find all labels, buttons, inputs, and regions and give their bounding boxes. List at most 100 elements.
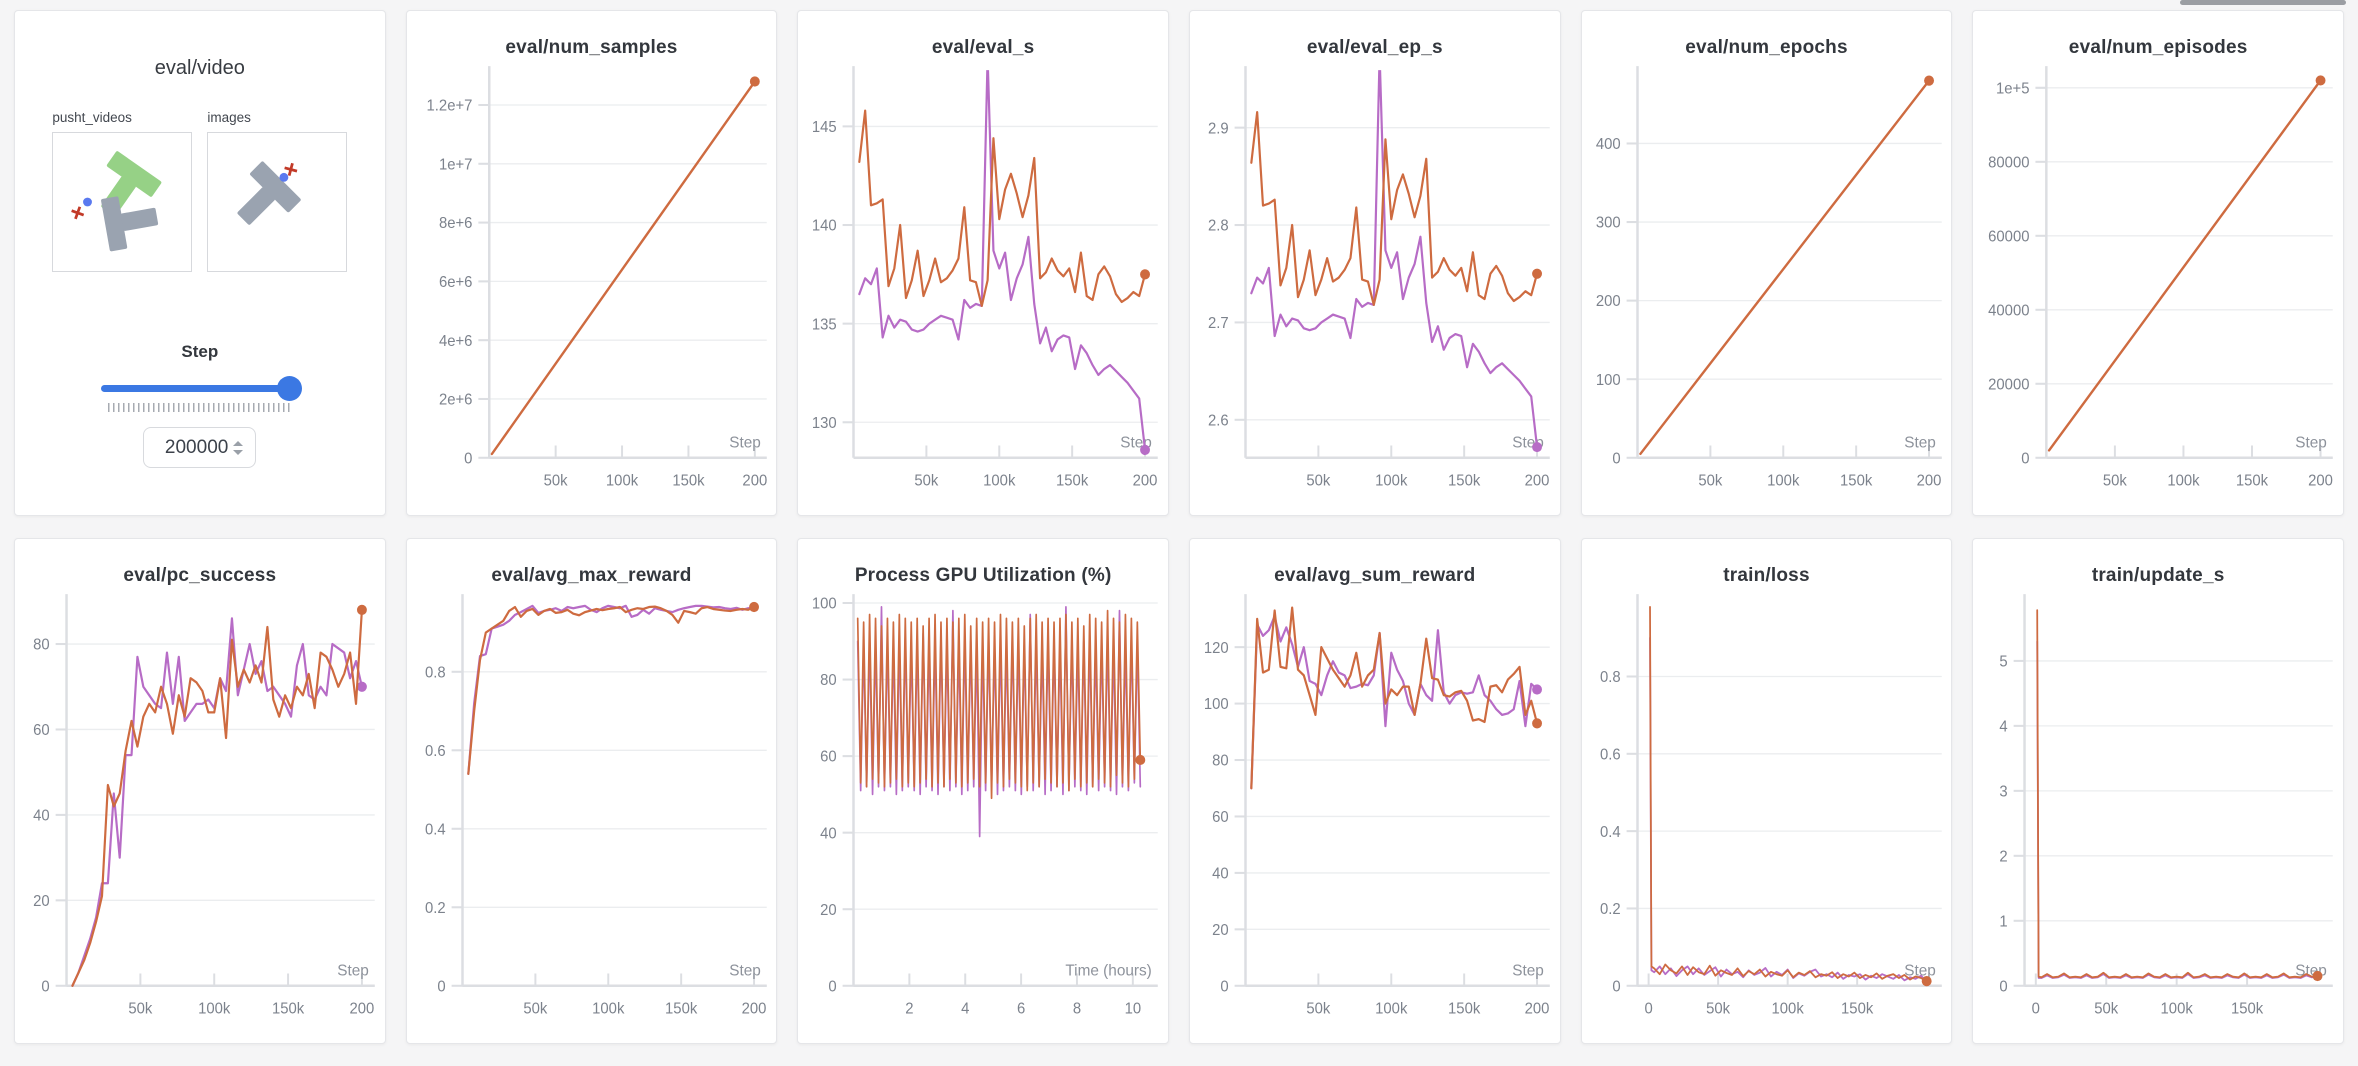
x-tick-label: 50k: [1306, 472, 1330, 489]
y-tick-label: 4: [2000, 718, 2008, 735]
purple-series-end-dot: [1532, 441, 1542, 453]
y-tick-label: 0: [2022, 450, 2030, 467]
x-tick-label: 150k: [1056, 472, 1089, 489]
chart-eval-pc-success[interactable]: 0 20 40 60 80 50k 100k 150k 200 Step: [15, 591, 385, 1041]
chart-title: Process GPU Utilization (%): [854, 565, 1112, 586]
pusht-video-thumbnail[interactable]: [52, 132, 193, 272]
y-tick-label: 1e+5: [1996, 80, 2029, 97]
x-tick-label: 100k: [1771, 1000, 1804, 1017]
x-tick-label: 100k: [592, 1000, 625, 1017]
images-image: [237, 161, 302, 225]
chart-eval-avg-max-reward[interactable]: 0 0.2 0.4 0.6 0.8 50k 100k 150k 200 Step: [407, 591, 777, 1041]
y-tick-label: 2: [2000, 848, 2008, 865]
y-tick-label: 20: [820, 902, 837, 919]
step-slider-ruler: [107, 403, 292, 412]
x-axis-label: Step: [729, 962, 761, 979]
panel-eval-avg-sum-reward: eval/avg_sum_reward 0 20 40 60 80 100 120 50k 10…: [1188, 538, 1561, 1044]
x-tick-label: 150k: [672, 472, 705, 489]
y-tick-label: 80: [1212, 752, 1229, 769]
chart-eval-avg-sum-reward[interactable]: 0 20 40 60 80 100 120 50k 100k 150k 200 Step: [1190, 591, 1560, 1041]
y-tick-label: 0: [464, 450, 472, 467]
y-tick-label: 80000: [1988, 154, 2029, 171]
spinner-down-icon[interactable]: [233, 449, 244, 455]
purple-series-line: [1250, 614, 1539, 790]
orange-series-line: [1250, 110, 1539, 307]
x-tick-label: 50k: [543, 472, 567, 489]
y-tick-label: 400: [1596, 136, 1621, 153]
x-tick-label: 2: [906, 1000, 914, 1017]
orange-series-end-dot: [2315, 75, 2326, 86]
spinner-up-icon[interactable]: [233, 440, 244, 446]
horizontal-scrollbar[interactable]: [2180, 0, 2346, 5]
y-tick-label: 2e+6: [439, 391, 472, 408]
x-tick-label: 200: [1525, 1000, 1550, 1017]
step-control: Step: [15, 342, 385, 468]
x-tick-label: 100k: [1767, 472, 1800, 489]
y-tick-label: 0.2: [1600, 901, 1621, 918]
x-tick-label: 150k: [1840, 472, 1873, 489]
orange-series-line: [1638, 79, 1930, 456]
step-slider-track[interactable]: [100, 385, 299, 392]
y-tick-label: 1.2e+7: [426, 97, 472, 114]
x-axis-label: Step: [337, 962, 369, 979]
x-tick-label: 100k: [606, 472, 639, 489]
x-tick-label: 50k: [523, 1000, 547, 1017]
x-tick-label: 50k: [1698, 472, 1722, 489]
x-tick-label: 100k: [1375, 472, 1408, 489]
y-tick-label: 60: [33, 722, 50, 739]
chart-title: eval/num_samples: [505, 37, 678, 58]
purple-series-end-dot: [1532, 684, 1542, 695]
y-tick-label: 4e+6: [439, 333, 472, 350]
y-tick-label: 0: [437, 978, 445, 995]
purple-series-line: [1250, 70, 1539, 449]
y-tick-label: 2.6: [1208, 412, 1229, 429]
images-thumbnail[interactable]: [207, 132, 348, 272]
y-tick-label: 2.9: [1208, 120, 1229, 137]
x-tick-label: 10: [1125, 1000, 1142, 1017]
y-tick-label: 0.4: [1600, 824, 1621, 841]
step-spinner: [233, 440, 244, 455]
step-slider-label: Step: [181, 342, 219, 361]
y-tick-label: 3: [2000, 783, 2008, 800]
media-item-label: images: [207, 110, 251, 125]
panel-eval-num-samples: eval/num_samples 0 2e+6 4e+6 6e+6 8e+6 1e+7 1.…: [405, 10, 778, 516]
purple-series-line: [466, 604, 755, 775]
chart-title: eval/pc_success: [123, 565, 277, 586]
x-tick-label: 50k: [2095, 1000, 2119, 1017]
x-tick-label: 50k: [2103, 472, 2127, 489]
step-slider-thumb[interactable]: [276, 376, 302, 401]
chart-train-loss[interactable]: 0 0.2 0.4 0.6 0.8 0 50k 100k 150k Step: [1582, 591, 1952, 1041]
y-tick-label: 80: [820, 672, 837, 689]
y-tick-label: 100: [812, 595, 837, 612]
x-tick-label: 100k: [198, 1000, 231, 1017]
x-tick-label: 200: [741, 1000, 766, 1017]
y-tick-label: 40: [33, 807, 50, 824]
media-item-label: pusht_videos: [52, 110, 132, 125]
chart-eval-num-epochs[interactable]: 0 100 200 300 400 50k 100k 150k 200 Step: [1582, 63, 1952, 513]
y-tick-label: 135: [812, 316, 837, 333]
y-tick-label: 0: [829, 978, 837, 995]
chart-process-gpu-utilization[interactable]: 0 20 40 60 80 100 2 4 6 8 10 Time (hours): [798, 591, 1168, 1041]
chart-title: train/update_s: [2091, 565, 2225, 586]
y-tick-label: 0: [41, 978, 49, 995]
x-tick-label: 100k: [1375, 1000, 1408, 1017]
x-tick-label: 100k: [983, 472, 1016, 489]
chart-title: eval/avg_max_reward: [491, 565, 692, 586]
orange-series-end-dot: [749, 76, 760, 87]
x-tick-label: 200: [1916, 472, 1941, 489]
x-tick-label: 50k: [1706, 1000, 1730, 1017]
chart-title: eval/num_episodes: [2068, 37, 2248, 58]
panel-eval-eval-ep-s: eval/eval_ep_s 2.6 2.7 2.8 2.9 50k 100k 150k 20…: [1188, 10, 1561, 516]
x-tick-label: 200: [1525, 472, 1550, 489]
y-tick-label: 1: [2000, 913, 2008, 930]
step-input[interactable]: [156, 436, 229, 459]
panel-eval-num-epochs: eval/num_epochs 0 100 200 300 400 50k 100k 150k…: [1580, 10, 1953, 516]
x-tick-label: 150k: [1448, 1000, 1481, 1017]
chart-eval-num-episodes[interactable]: 0 20000 40000 60000 80000 1e+5 50k 100k 150k 200 S…: [1973, 63, 2343, 513]
step-slider[interactable]: [100, 375, 302, 402]
chart-title: train/loss: [1723, 565, 1810, 586]
chart-eval-num-samples[interactable]: 0 2e+6 4e+6 6e+6 8e+6 1e+7 1.2e+7 50k 100k 150k 20…: [407, 63, 777, 513]
